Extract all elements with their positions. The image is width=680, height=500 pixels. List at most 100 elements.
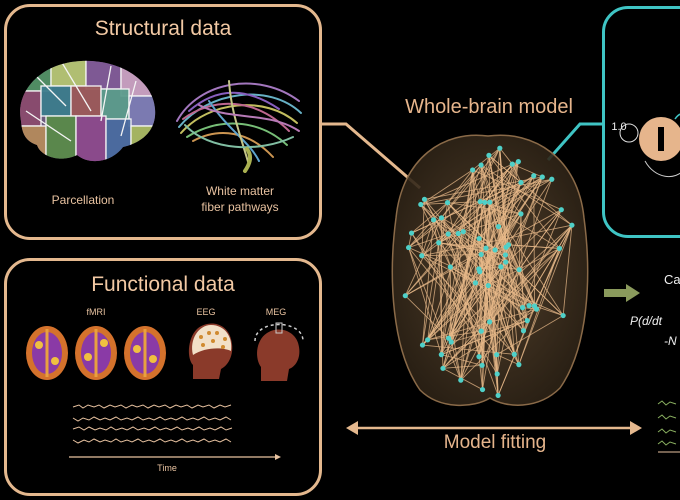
network-node bbox=[421, 196, 428, 202]
network-node bbox=[515, 159, 521, 165]
network-node bbox=[539, 174, 545, 180]
network-edge bbox=[440, 266, 451, 355]
model-fitting-label: Model fitting bbox=[443, 432, 547, 453]
network-edge bbox=[485, 175, 535, 249]
network-node bbox=[558, 207, 564, 213]
functional-data-title: Functional data bbox=[91, 273, 235, 296]
network-edge bbox=[499, 147, 513, 165]
fmri-label: fMRI bbox=[86, 307, 106, 317]
network-edge bbox=[480, 176, 543, 332]
network-edge bbox=[489, 248, 560, 323]
network-edge bbox=[440, 169, 474, 355]
network-edge bbox=[488, 248, 560, 286]
network-edge bbox=[480, 164, 513, 332]
network-node bbox=[479, 386, 486, 393]
network-edge bbox=[522, 224, 573, 308]
network-edge bbox=[441, 164, 482, 219]
network-edge bbox=[421, 255, 523, 309]
network-node bbox=[494, 352, 500, 358]
network-edge bbox=[518, 225, 573, 365]
network-node bbox=[495, 392, 501, 399]
structural-data-panel: Structural data Parcellation bbox=[4, 4, 322, 240]
network-node bbox=[556, 245, 563, 252]
network-edge bbox=[480, 164, 573, 226]
network-node bbox=[560, 312, 566, 319]
network-node bbox=[483, 245, 489, 251]
model-fitting-arrow bbox=[346, 421, 642, 435]
network-node bbox=[478, 162, 484, 168]
network-edge bbox=[489, 202, 499, 396]
white-matter-label: White matter fiber pathways bbox=[201, 184, 279, 214]
network-edge bbox=[488, 155, 524, 331]
network-node bbox=[440, 365, 446, 371]
network-node bbox=[494, 371, 500, 377]
network-node bbox=[485, 282, 491, 289]
network-node bbox=[476, 266, 482, 272]
network-edge bbox=[478, 238, 496, 251]
network-edge bbox=[460, 238, 480, 381]
network-node bbox=[448, 339, 454, 345]
network-node bbox=[476, 235, 482, 242]
network-node bbox=[531, 303, 538, 309]
network-edge bbox=[484, 202, 560, 249]
network-edge bbox=[421, 255, 515, 355]
network-node bbox=[455, 230, 461, 237]
network-node bbox=[519, 305, 526, 311]
network-node bbox=[445, 231, 451, 237]
time-axis-label: Time bbox=[157, 463, 177, 473]
whole-brain-model-title: Whole-brain model bbox=[405, 96, 573, 118]
network-edge bbox=[482, 254, 506, 390]
network-node bbox=[430, 217, 437, 223]
network-node bbox=[482, 199, 488, 206]
network-node bbox=[486, 319, 493, 325]
ca-text: Ca bbox=[664, 272, 680, 287]
right-traces bbox=[657, 400, 680, 453]
time-series-traces bbox=[69, 404, 281, 460]
network-edge bbox=[420, 201, 481, 205]
network-node bbox=[458, 377, 464, 383]
network-node bbox=[418, 201, 424, 208]
network-edge bbox=[441, 248, 560, 355]
n-equation-text: -N bbox=[664, 334, 677, 348]
network-node bbox=[498, 264, 504, 270]
network-edge bbox=[404, 295, 449, 339]
network-edge bbox=[447, 176, 543, 235]
white-matter-fibers-image bbox=[176, 80, 302, 173]
network-node bbox=[447, 264, 453, 270]
network-node bbox=[479, 362, 485, 368]
network-edge bbox=[478, 238, 515, 355]
network-node bbox=[472, 280, 479, 286]
network-node bbox=[516, 362, 522, 368]
fmri-brain-slices bbox=[26, 326, 166, 380]
network-edge bbox=[447, 233, 481, 272]
network-edge bbox=[534, 305, 564, 316]
network-edge bbox=[499, 148, 520, 365]
network-edge bbox=[442, 238, 480, 369]
network-edge bbox=[518, 269, 528, 321]
network-edge bbox=[450, 341, 462, 381]
network-edge bbox=[404, 231, 464, 297]
network-edge bbox=[457, 233, 476, 284]
network-node bbox=[518, 211, 524, 217]
network-node bbox=[436, 240, 442, 246]
network-node bbox=[478, 251, 484, 258]
network-edge bbox=[460, 305, 535, 381]
green-arrow bbox=[604, 284, 640, 302]
network-edge bbox=[460, 182, 522, 381]
functional-data-panel: Functional data fMRI EEG MEG bbox=[4, 258, 322, 496]
network-node bbox=[509, 161, 515, 167]
network-edge bbox=[518, 248, 560, 365]
network-edge bbox=[411, 202, 448, 234]
network-node bbox=[524, 318, 530, 324]
network-node bbox=[487, 199, 493, 205]
network-edge bbox=[447, 169, 473, 203]
network-edge bbox=[451, 320, 528, 343]
network-node bbox=[520, 328, 527, 334]
network-node bbox=[531, 173, 537, 179]
network-edge bbox=[405, 247, 487, 297]
network-edge bbox=[487, 285, 515, 355]
network-edge bbox=[408, 233, 449, 248]
network-node bbox=[444, 199, 451, 206]
network-edge bbox=[489, 201, 564, 316]
